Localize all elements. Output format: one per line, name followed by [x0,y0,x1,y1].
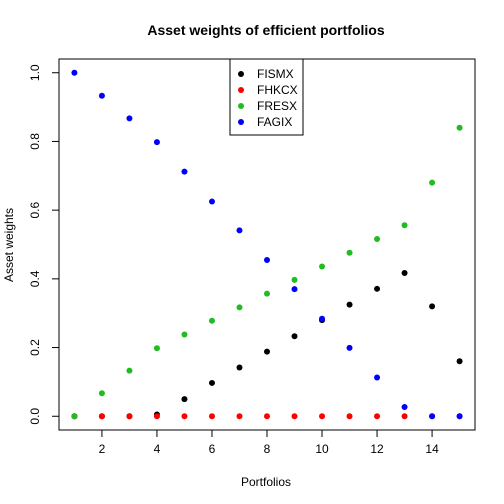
x-tick-label: 4 [154,442,161,456]
point-fhkcx [126,413,133,420]
point-fhkcx [264,413,270,420]
point-fresx [153,345,160,352]
y-tick-label: 0.2 [28,339,42,356]
y-tick-label: 0.0 [28,408,42,425]
point-fagix [401,403,408,410]
point-fresx [208,317,215,324]
point-fhkcx [181,413,188,420]
y-tick-label: 0.8 [28,133,42,150]
x-tick-label: 2 [99,442,106,456]
point-fhkcx [236,413,243,420]
point-fagix [208,198,215,205]
x-axis-label: Portfolios [241,475,291,489]
point-fagix [346,344,353,351]
point-fresx [181,331,188,338]
point-fagix [71,69,78,76]
point-fresx [429,179,436,186]
point-fagix [291,286,298,293]
chart-title: Asset weights of efficient portfolios [147,22,384,38]
legend-label-fismx: FISMX [257,67,294,81]
point-fagix [429,413,436,420]
point-fresx [71,413,78,420]
x-tick-label: 6 [209,442,216,456]
x-tick-label: 8 [264,442,271,456]
legend-label-fhkcx: FHKCX [257,83,298,97]
point-fagix [153,139,160,146]
point-fagix [264,256,270,263]
point-fismx [374,285,381,292]
point-fresx [98,390,105,397]
point-fismx [291,333,298,340]
x-axis: 2 4 6 8 10 12 14 [99,429,439,456]
legend-label-fagix: FAGIX [257,115,292,129]
legend-label-fresx: FRESX [257,99,297,113]
x-tick-label: 10 [315,442,329,456]
point-fismx [346,301,353,308]
y-tick-label: 0.6 [28,201,42,218]
point-fresx [346,249,353,256]
point-fresx [264,290,270,297]
point-fismx [236,364,243,371]
x-tick-label: 14 [425,442,439,456]
point-fhkcx [401,413,408,420]
point-fhkcx [291,413,298,420]
point-fismx [264,348,270,355]
point-fismx [181,396,188,403]
data-points [71,69,463,420]
point-fhkcx [346,413,353,420]
point-fresx [236,304,243,311]
y-tick-label: 1.0 [28,64,42,81]
point-fhkcx [153,413,160,420]
legend-marker-fresx [238,103,244,109]
point-fhkcx [208,413,215,420]
point-fresx [456,124,463,131]
legend-marker-fismx [238,71,244,77]
point-fagix [236,227,243,234]
point-fagix [181,168,188,175]
y-axis: 0.0 0.2 0.4 0.6 0.8 1.0 [28,64,60,425]
point-fismx [401,270,408,277]
point-fagix [456,413,463,420]
legend-marker-fhkcx [238,87,244,93]
x-tick-label: 12 [370,442,384,456]
point-fresx [374,236,381,243]
point-fresx [401,222,408,229]
y-axis-label: Asset weights [2,208,16,282]
point-fhkcx [319,413,326,420]
point-fagix [374,374,381,381]
point-fismx [208,379,215,386]
point-fhkcx [374,413,381,420]
legend-marker-fagix [238,119,244,125]
legend: FISMX FHKCX FRESX FAGIX [229,58,304,136]
point-fagix [319,315,326,322]
point-fagix [98,92,105,99]
point-fresx [291,276,298,283]
point-fagix [126,115,133,122]
y-tick-label: 0.4 [28,270,42,287]
point-fismx [429,303,436,310]
point-fhkcx [98,413,105,420]
point-fismx [456,358,463,365]
point-fresx [126,367,133,374]
point-fresx [319,263,326,270]
